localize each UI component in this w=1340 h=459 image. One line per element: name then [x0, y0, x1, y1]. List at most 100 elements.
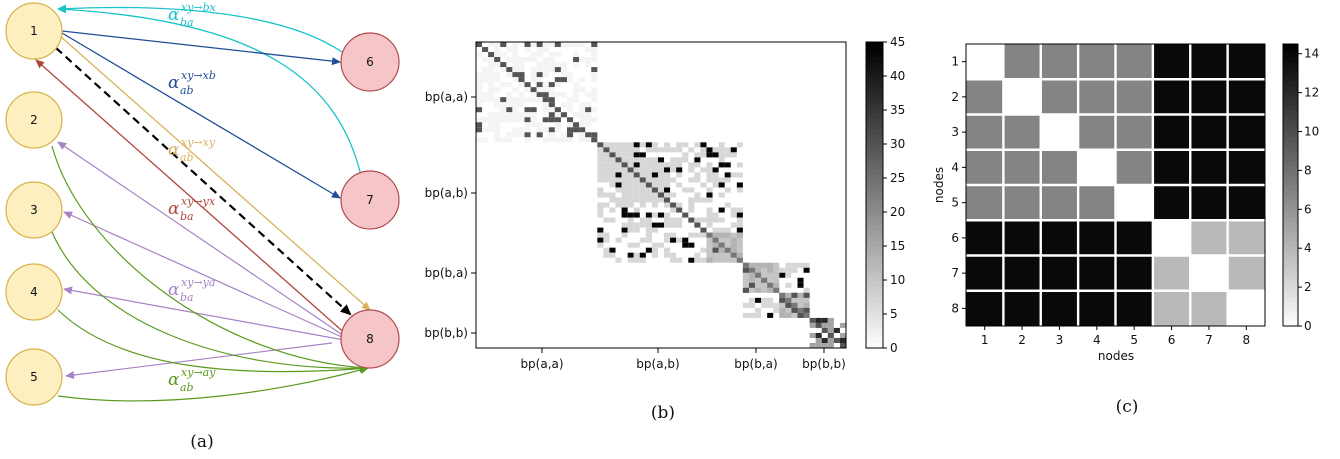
matrix-cell — [488, 77, 495, 83]
edge-1-to-8-gold — [59, 35, 371, 311]
matrix-cell — [633, 187, 640, 193]
heatmap-cell — [1078, 44, 1116, 80]
matrix-cell — [676, 162, 683, 168]
matrix-cell — [724, 177, 731, 183]
matrix-cell — [718, 182, 725, 188]
graph-edges — [35, 4, 371, 402]
matrix-cell — [651, 192, 658, 198]
colorbar-step — [866, 266, 883, 273]
matrix-cell — [718, 147, 725, 153]
colorbar-step — [866, 276, 883, 283]
graph-node-label-3: 3 — [30, 203, 38, 217]
heatmap-x-tick-label: 5 — [1130, 333, 1138, 347]
matrix-cell — [524, 137, 531, 143]
colorbar-step — [1283, 255, 1298, 261]
heatmap-cell — [1190, 44, 1228, 80]
colorbar-tick-label: 10 — [1304, 125, 1319, 139]
heatmap-cell — [1227, 79, 1266, 115]
matrix-cell — [645, 222, 652, 228]
matrix-cell — [706, 197, 713, 203]
matrix-cell — [694, 257, 701, 263]
matrix-cell — [664, 147, 671, 153]
matrix-cell — [797, 282, 804, 288]
matrix-cell — [694, 157, 701, 163]
matrix-y-ticks: bp(a,a) bp(a,b) bp(b,a) bp(b,b) — [424, 90, 476, 340]
matrix-cell — [536, 67, 543, 73]
matrix-cell — [645, 237, 652, 243]
matrix-cell — [700, 232, 707, 238]
colorbar-step — [866, 169, 883, 176]
matrix-cell — [573, 52, 580, 58]
matrix-cell — [627, 172, 634, 178]
matrix-cell — [512, 67, 519, 73]
heatmap-cell — [1115, 79, 1153, 115]
matrix-cell — [518, 72, 525, 78]
matrix-cell — [633, 162, 640, 168]
matrix-cell — [664, 232, 671, 238]
colorbar-step — [866, 123, 883, 130]
matrix-cell — [566, 102, 574, 108]
heatmap-y-ticks: 1 2 3 4 5 6 7 8 — [951, 55, 966, 315]
colorbar-step — [1283, 147, 1298, 153]
matrix-cell — [488, 92, 495, 98]
matrix-cell — [548, 82, 555, 88]
matrix-cell — [506, 117, 513, 123]
matrix-cell — [657, 172, 665, 178]
matrix-cell — [821, 337, 828, 343]
colorbar-step — [866, 159, 883, 165]
matrix-cell — [682, 157, 689, 163]
matrix-cell — [615, 257, 622, 263]
matrix-cell — [506, 107, 513, 113]
matrix-cell — [670, 162, 677, 168]
colorbar-step — [1283, 44, 1298, 50]
matrix-cell — [512, 127, 519, 133]
matrix-cell — [488, 57, 495, 63]
matrix-cell — [718, 162, 725, 168]
matrix-cell — [609, 252, 616, 258]
matrix-cell — [621, 152, 628, 158]
matrix-cell — [627, 242, 634, 248]
heatmap-cell — [1040, 44, 1079, 80]
matrix-cell — [676, 257, 683, 263]
matrix-cell — [664, 192, 671, 198]
matrix-cell — [633, 152, 640, 158]
edge-6-to-1-cyan — [57, 4, 343, 53]
matrix-cell — [548, 112, 555, 118]
edge-label-subscript: ab — [180, 84, 194, 97]
matrix-cell — [627, 152, 634, 158]
matrix-cell — [518, 117, 525, 123]
matrix-cell — [506, 57, 513, 63]
matrix-cell — [500, 52, 507, 58]
matrix-cell — [506, 137, 513, 143]
matrix-cell — [524, 122, 531, 128]
matrix-cell — [651, 212, 658, 218]
graph-node-8 — [340, 309, 400, 369]
matrix-cell — [639, 142, 646, 148]
matrix-cell — [494, 52, 501, 58]
matrix-cell — [615, 237, 622, 243]
matrix-cell — [548, 87, 555, 93]
matrix-cell — [657, 197, 665, 203]
heatmap-cell — [1040, 79, 1079, 115]
matrix-cell — [688, 167, 695, 173]
matrix-cell — [494, 57, 501, 63]
matrix-cell — [518, 62, 525, 68]
edge-label-subscript: ab — [180, 381, 194, 394]
matrix-cell — [566, 127, 574, 133]
matrix-cell — [633, 212, 640, 218]
matrix-cell — [657, 212, 665, 218]
matrix-cell — [700, 227, 707, 233]
matrix-cell — [482, 92, 489, 98]
colorbar-step — [1283, 95, 1298, 101]
matrix-cell — [700, 182, 707, 188]
colorbar-step — [1283, 161, 1298, 167]
colorbar-step — [1283, 227, 1298, 233]
matrix-cell — [512, 117, 519, 123]
edge-label-subscript: ba — [180, 291, 194, 304]
matrix-x-tick-label: bp(a,b) — [636, 357, 679, 371]
matrix-cell — [542, 117, 549, 123]
edge-2-to-8-green — [51, 145, 369, 372]
matrix-cell — [839, 332, 846, 338]
matrix-cell — [566, 72, 574, 78]
colorbar-step — [866, 317, 883, 324]
